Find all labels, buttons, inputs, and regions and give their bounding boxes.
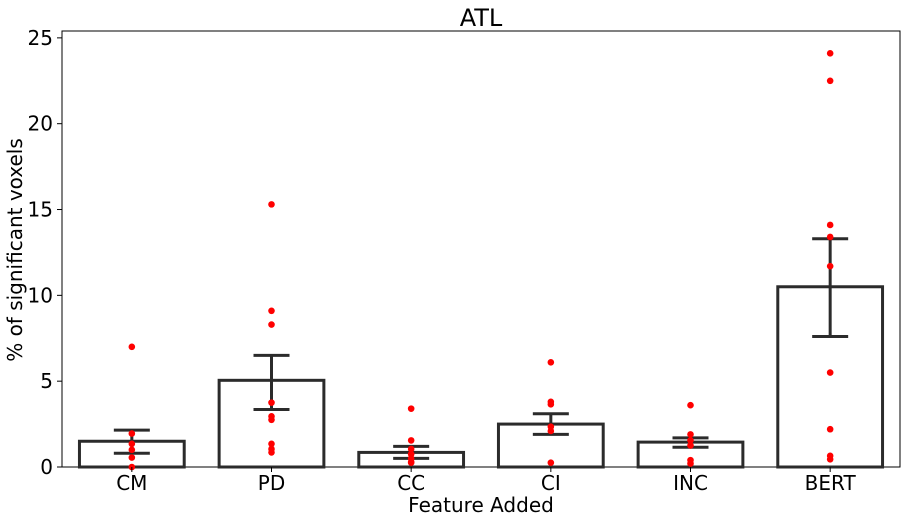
y-tick-label: 10: [28, 283, 53, 307]
data-point: [826, 77, 834, 85]
x-axis-label: Feature Added: [408, 493, 554, 517]
data-point: [547, 459, 555, 467]
data-point: [826, 221, 834, 229]
x-tick-label: PD: [258, 471, 285, 495]
data-point: [128, 454, 136, 461]
data-point: [687, 431, 694, 438]
data-point: [128, 430, 136, 437]
data-point: [826, 50, 834, 57]
plot-area: 0 5 10 15 20 25 CM PD CC CI INC BERT: [28, 26, 901, 495]
data-point: [268, 307, 275, 315]
data-point: [407, 437, 415, 444]
data-point: [826, 233, 834, 241]
data-point: [687, 437, 694, 444]
data-point: [128, 440, 136, 448]
data-point: [268, 201, 275, 208]
x-tick-label: CI: [541, 471, 561, 495]
data-point: [547, 401, 555, 408]
data-point: [268, 321, 275, 328]
data-point: [407, 445, 415, 453]
data-point: [407, 405, 415, 412]
data-point: [268, 399, 275, 406]
x-tick-label: BERT: [805, 471, 857, 495]
plot-frame: [61, 30, 901, 468]
x-tick-label: CC: [397, 471, 425, 495]
data-point: [826, 369, 834, 376]
x-tick-label: INC: [673, 471, 708, 495]
data-point: [826, 262, 834, 270]
data-point: [826, 455, 834, 463]
y-tick-label: 5: [40, 369, 53, 393]
data-point: [407, 459, 415, 467]
y-axis-label: % of significant voxels: [3, 138, 27, 362]
data-point: [826, 425, 834, 433]
data-point: [687, 460, 694, 467]
data-point: [268, 449, 275, 456]
data-point: [547, 358, 555, 366]
y-tick-label: 0: [40, 455, 53, 479]
data-point: [268, 440, 275, 448]
data-point: [547, 427, 555, 435]
x-tick-label: CM: [116, 471, 147, 495]
chart-title: ATL: [460, 4, 503, 32]
data-point: [687, 442, 694, 449]
data-point: [687, 401, 694, 409]
y-tick-label: 15: [28, 198, 53, 222]
data-point: [128, 446, 136, 454]
y-tick-label: 25: [28, 26, 53, 50]
data-point: [128, 343, 136, 351]
data-point: [268, 416, 275, 424]
y-tick-label: 20: [28, 112, 53, 136]
